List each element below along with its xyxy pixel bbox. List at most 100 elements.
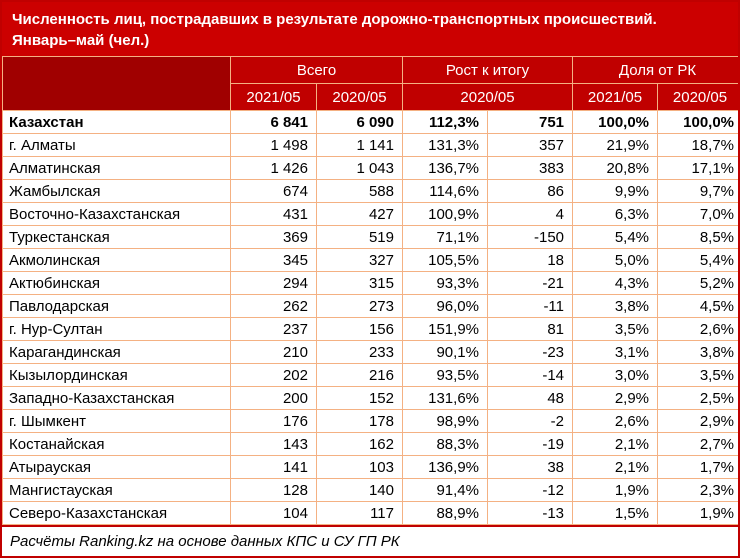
value-cell: 5,0% bbox=[572, 248, 659, 272]
value-cell: 1,9% bbox=[657, 501, 738, 525]
value-cell: 71,1% bbox=[402, 225, 488, 249]
table-row: г. Шымкент 176 178 98,9% -2 2,6% 2,9% bbox=[2, 409, 738, 433]
value-cell: 81 bbox=[486, 317, 574, 341]
table-row: Жамбылская 674 588 114,6% 86 9,9% 9,7% bbox=[2, 179, 738, 203]
value-cell: 18 bbox=[486, 248, 574, 272]
value-cell: 112,3% bbox=[402, 110, 488, 134]
value-cell: 7,0% bbox=[657, 202, 738, 226]
subheader-total-2021: 2021/05 bbox=[230, 83, 317, 111]
value-cell: 427 bbox=[316, 202, 403, 226]
region-name-cell: Туркестанская bbox=[2, 225, 231, 249]
region-name-cell: Казахстан bbox=[2, 110, 231, 134]
value-cell: 9,9% bbox=[572, 179, 659, 203]
region-name-cell: Жамбылская bbox=[2, 179, 231, 203]
value-cell: -19 bbox=[486, 432, 574, 456]
table-body: Казахстан 6 841 6 090 112,3% 751 100,0% 100,0%… bbox=[2, 110, 738, 525]
value-cell: 100,0% bbox=[572, 110, 659, 134]
region-name-cell: Акмолинская bbox=[2, 248, 231, 272]
value-cell: 2,9% bbox=[657, 409, 738, 433]
value-cell: 315 bbox=[316, 271, 403, 295]
region-name-cell: г. Шымкент bbox=[2, 409, 231, 433]
value-cell: 156 bbox=[316, 317, 403, 341]
column-group-growth: Рост к итогу bbox=[401, 56, 574, 84]
value-cell: 152 bbox=[316, 386, 403, 410]
value-cell: 91,4% bbox=[402, 478, 488, 502]
value-cell: 8,5% bbox=[657, 225, 738, 249]
value-cell: 345 bbox=[230, 248, 317, 272]
value-cell: -14 bbox=[486, 363, 574, 387]
value-cell: 2,6% bbox=[657, 317, 738, 341]
value-cell: 3,8% bbox=[572, 294, 659, 318]
value-cell: 5,2% bbox=[657, 271, 738, 295]
corner-cell bbox=[2, 56, 231, 111]
value-cell: 262 bbox=[230, 294, 317, 318]
table-row: Туркестанская 369 519 71,1% -150 5,4% 8,5% bbox=[2, 225, 738, 249]
value-cell: 5,4% bbox=[572, 225, 659, 249]
value-cell: 100,9% bbox=[402, 202, 488, 226]
value-cell: 1 043 bbox=[316, 156, 403, 180]
value-cell: 176 bbox=[230, 409, 317, 433]
value-cell: 2,5% bbox=[657, 386, 738, 410]
value-cell: 273 bbox=[316, 294, 403, 318]
region-name-cell: Алматинская bbox=[2, 156, 231, 180]
value-cell: -11 bbox=[486, 294, 574, 318]
data-table: Всего Рост к итогу Доля от РК 2021/05 20… bbox=[2, 56, 738, 525]
region-name-cell: г. Нур-Султан bbox=[2, 317, 231, 341]
value-cell: 86 bbox=[486, 179, 574, 203]
region-name-cell: Восточно-Казахстанская bbox=[2, 202, 231, 226]
value-cell: 2,1% bbox=[572, 455, 659, 479]
value-cell: 2,6% bbox=[572, 409, 659, 433]
value-cell: -12 bbox=[486, 478, 574, 502]
table-row: Атырауская 141 103 136,9% 38 2,1% 1,7% bbox=[2, 455, 738, 479]
value-cell: 98,9% bbox=[402, 409, 488, 433]
value-cell: 151,9% bbox=[402, 317, 488, 341]
value-cell: 3,8% bbox=[657, 340, 738, 364]
value-cell: 674 bbox=[230, 179, 317, 203]
table-row: Костанайская 143 162 88,3% -19 2,1% 2,7% bbox=[2, 432, 738, 456]
value-cell: 4,3% bbox=[572, 271, 659, 295]
region-name-cell: Кызылординская bbox=[2, 363, 231, 387]
value-cell: 140 bbox=[316, 478, 403, 502]
table-row: Алматинская 1 426 1 043 136,7% 383 20,8% 17,1% bbox=[2, 156, 738, 180]
value-cell: 3,0% bbox=[572, 363, 659, 387]
region-name-cell: Северо-Казахстанская bbox=[2, 501, 231, 525]
value-cell: 162 bbox=[316, 432, 403, 456]
value-cell: 4 bbox=[486, 202, 574, 226]
region-name-cell: Карагандинская bbox=[2, 340, 231, 364]
value-cell: 6,3% bbox=[572, 202, 659, 226]
value-cell: 2,7% bbox=[657, 432, 738, 456]
source-note: Расчёты Ranking.kz на основе данных КПС … bbox=[2, 525, 738, 556]
value-cell: -150 bbox=[486, 225, 574, 249]
table-header: Всего Рост к итогу Доля от РК 2021/05 20… bbox=[2, 56, 738, 111]
value-cell: 3,5% bbox=[657, 363, 738, 387]
value-cell: 9,7% bbox=[657, 179, 738, 203]
value-cell: 1,7% bbox=[657, 455, 738, 479]
value-cell: -23 bbox=[486, 340, 574, 364]
report-title-line-2: Январь–май (чел.) bbox=[12, 32, 150, 49]
value-cell: 233 bbox=[316, 340, 403, 364]
value-cell: 4,5% bbox=[657, 294, 738, 318]
value-cell: 48 bbox=[486, 386, 574, 410]
region-name-cell: г. Алматы bbox=[2, 133, 231, 157]
value-cell: 2,1% bbox=[572, 432, 659, 456]
region-name-cell: Атырауская bbox=[2, 455, 231, 479]
value-cell: 143 bbox=[230, 432, 317, 456]
table-row: Карагандинская 210 233 90,1% -23 3,1% 3,8% bbox=[2, 340, 738, 364]
value-cell: 96,0% bbox=[402, 294, 488, 318]
table-row: Мангистауская 128 140 91,4% -12 1,9% 2,3% bbox=[2, 478, 738, 502]
value-cell: 237 bbox=[230, 317, 317, 341]
value-cell: 38 bbox=[486, 455, 574, 479]
value-cell: 210 bbox=[230, 340, 317, 364]
table-row: Павлодарская 262 273 96,0% -11 3,8% 4,5% bbox=[2, 294, 738, 318]
value-cell: 751 bbox=[486, 110, 574, 134]
value-cell: 431 bbox=[230, 202, 317, 226]
value-cell: 90,1% bbox=[402, 340, 488, 364]
column-group-total: Всего bbox=[230, 56, 403, 84]
value-cell: 93,3% bbox=[402, 271, 488, 295]
value-cell: 131,3% bbox=[402, 133, 488, 157]
table-row: Восточно-Казахстанская 431 427 100,9% 4 6,3% 7… bbox=[2, 202, 738, 226]
value-cell: -2 bbox=[486, 409, 574, 433]
value-cell: 100,0% bbox=[657, 110, 738, 134]
value-cell: 294 bbox=[230, 271, 317, 295]
